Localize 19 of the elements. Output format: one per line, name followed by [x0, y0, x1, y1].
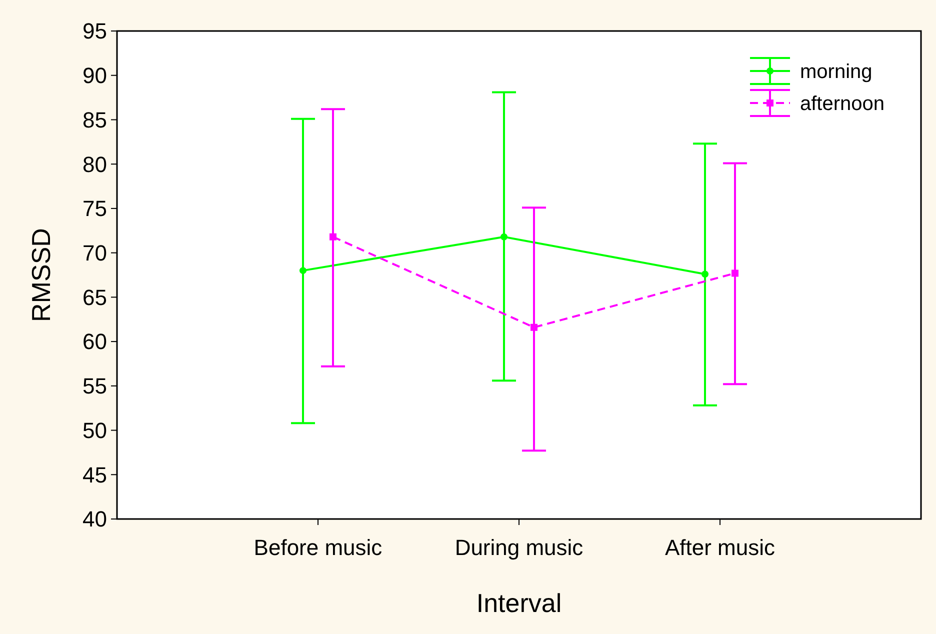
x-tick-label: Before music [254, 535, 382, 560]
y-tick-label: 85 [82, 107, 107, 132]
y-tick-label: 95 [82, 18, 107, 44]
y-tick-label: 70 [82, 240, 107, 266]
y-tick-label: 50 [82, 418, 107, 443]
x-axis-title: Interval [476, 588, 562, 618]
y-axis-title: RMSSD [26, 228, 56, 322]
x-tick-label: During music [454, 535, 584, 560]
legend-label: afternoon [800, 93, 885, 115]
y-tick-label: 45 [82, 462, 107, 488]
x-tick-label: After music [664, 535, 776, 560]
y-tick-label: 55 [82, 374, 107, 399]
y-tick-label: 80 [82, 152, 107, 177]
y-tick-label: 75 [82, 196, 107, 222]
y-tick-label: 65 [82, 284, 107, 310]
legend-label: morning [800, 61, 872, 83]
y-tick-label: 40 [82, 506, 107, 532]
y-tick-label: 90 [82, 63, 107, 88]
y-tick-label: 60 [82, 329, 107, 354]
